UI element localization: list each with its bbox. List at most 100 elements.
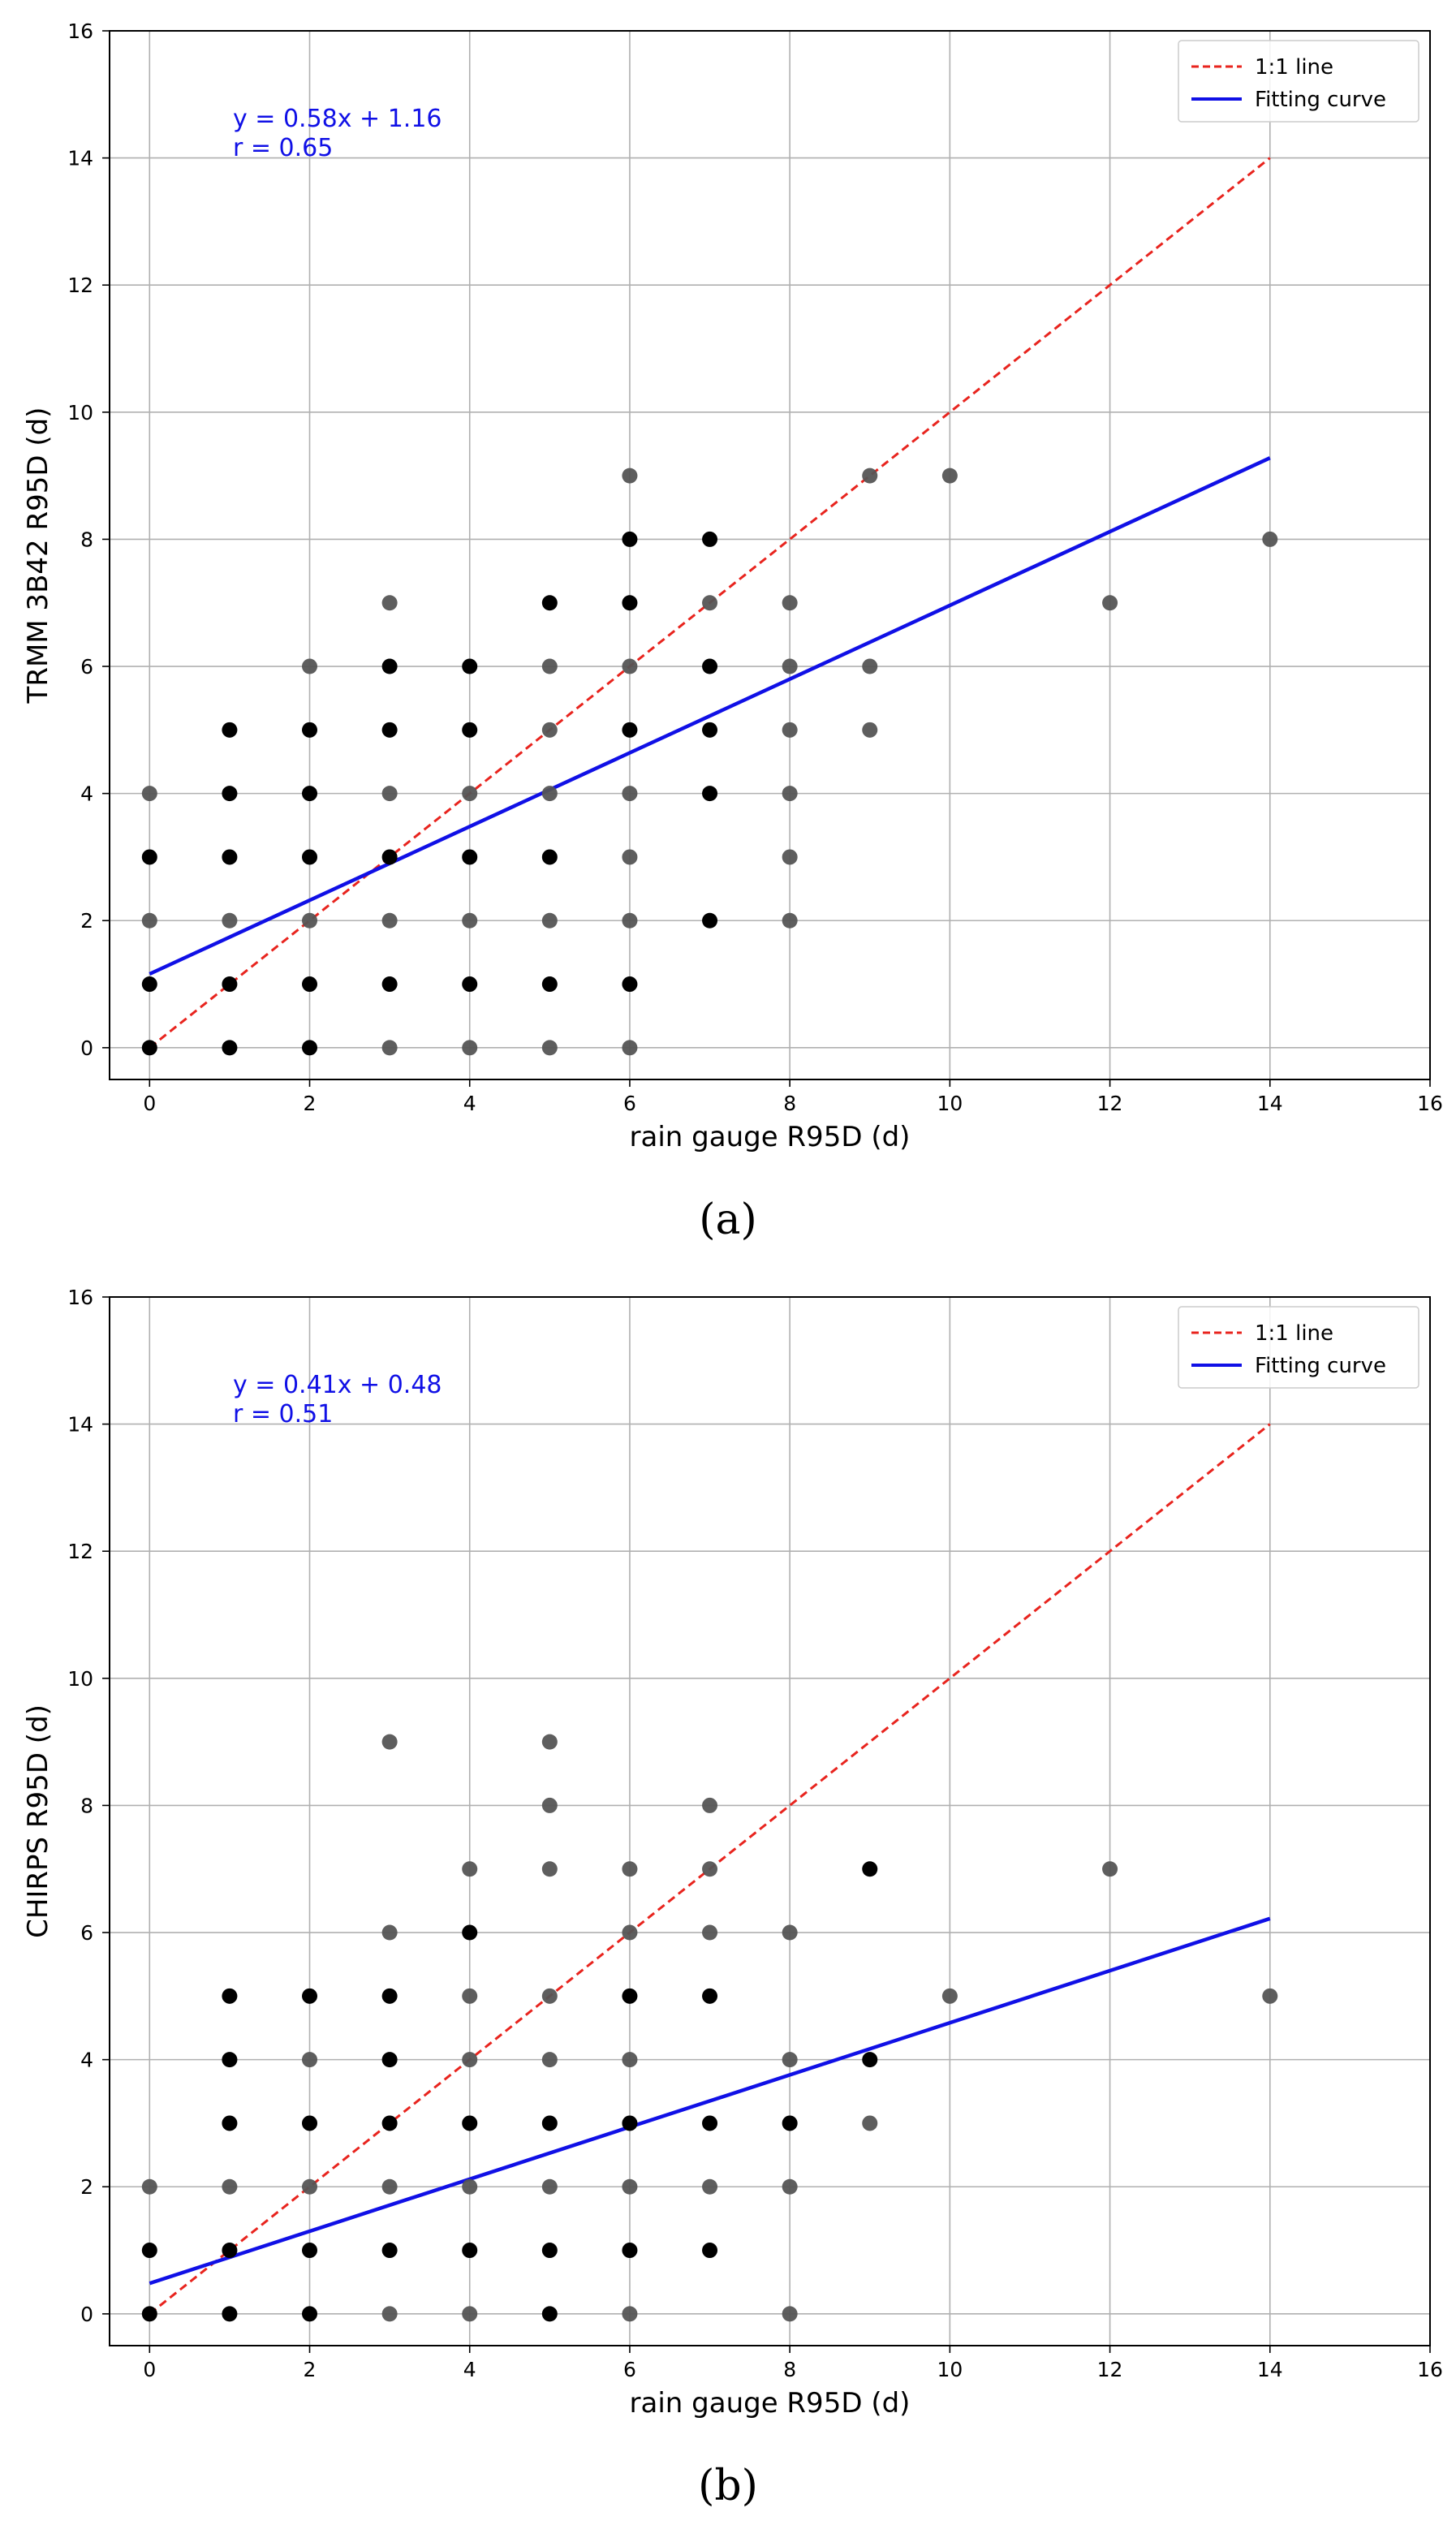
chart-b-data-point <box>222 2306 238 2322</box>
chart-a-data-point <box>1262 531 1278 547</box>
chart-a-data-point <box>622 1040 638 1056</box>
chart-b-data-point <box>622 1924 638 1941</box>
chart-b-legend-fit-label: Fitting curve <box>1255 1354 1386 1378</box>
chart-a-data-point <box>941 468 958 484</box>
chart-a-data-point <box>381 849 398 865</box>
chart-a-y-axis-label: TRMM 3B42 R95D (d) <box>22 407 54 705</box>
chart-a-data-point <box>222 976 238 993</box>
chart-b-legend-identity-label: 1:1 line <box>1255 1321 1333 1346</box>
chart-a-data-point <box>622 595 638 611</box>
chart-a-data-point <box>622 849 638 865</box>
chart-b-data-point <box>302 2306 318 2322</box>
chart-a-y-tick-label: 0 <box>80 1036 93 1060</box>
chart-a-data-point <box>862 468 878 484</box>
chart-b-x-tick-label: 16 <box>1417 2358 1443 2381</box>
chart-b-fitting-curve <box>149 1916 1271 2286</box>
chart-a-data-point <box>541 976 558 993</box>
chart-b-data-point <box>462 2243 478 2259</box>
chart-a: 0 2 4 6 8 10 12 14 16 0 2 4 6 8 10 12 14 16 rain gauge R… <box>22 19 1443 1244</box>
chart-a-data-point <box>302 849 318 865</box>
chart-b-data-point <box>1102 1861 1118 1877</box>
chart-a-x-ticks: 0 2 4 6 8 10 12 14 16 <box>143 1079 1443 1115</box>
chart-a-data-point <box>702 912 718 929</box>
chart-b-data-point <box>782 2306 798 2322</box>
chart-a-data-point <box>381 1040 398 1056</box>
chart-a-data-point <box>782 786 798 802</box>
chart-a-equation: y = 0.58x + 1.16 <box>233 105 442 133</box>
chart-b-equation: y = 0.41x + 0.48 <box>233 1371 442 1399</box>
chart-b-data-point <box>462 2115 478 2131</box>
chart-b-data-point <box>702 1924 718 1941</box>
chart-b-data-point <box>462 2306 478 2322</box>
chart-a-data-point <box>302 658 318 674</box>
chart-b-data-point <box>541 2243 558 2259</box>
chart-b-panel-label: (b) <box>698 2462 758 2510</box>
chart-a-data-point <box>302 722 318 738</box>
chart-b-data-point <box>381 1734 398 1750</box>
chart-a-data-point <box>541 912 558 929</box>
chart-a-data-point <box>462 912 478 929</box>
chart-b: 0 2 4 6 8 10 12 14 16 0 2 4 6 8 10 12 14 16 rain gauge R… <box>22 1286 1443 2510</box>
chart-a-data-point <box>302 786 318 802</box>
chart-b-data-point <box>381 1924 398 1941</box>
chart-a-data-point <box>381 722 398 738</box>
chart-a-data-point <box>381 912 398 929</box>
chart-b-y-tick-label: 14 <box>67 1413 93 1437</box>
chart-a-data-point <box>141 976 157 993</box>
chart-b-data-point <box>622 1861 638 1877</box>
chart-a-panel-label: (a) <box>699 1196 757 1244</box>
chart-a-data-point <box>862 722 878 738</box>
chart-b-data-point <box>622 2306 638 2322</box>
chart-a-data-point <box>462 786 478 802</box>
chart-a-data-point <box>622 786 638 802</box>
chart-b-data-point <box>302 2115 318 2131</box>
chart-a-data-point <box>381 976 398 993</box>
chart-b-data-point <box>381 2306 398 2322</box>
chart-a-data-point <box>702 786 718 802</box>
chart-b-data-point <box>462 1988 478 2004</box>
chart-a-data-point <box>622 531 638 547</box>
chart-a-data-point <box>702 658 718 674</box>
chart-b-data-point <box>622 2178 638 2195</box>
chart-b-data-point <box>141 2306 157 2322</box>
chart-a-legend: 1:1 line Fitting curve <box>1178 40 1419 123</box>
chart-a-data-point <box>141 849 157 865</box>
chart-b-data-point <box>702 1988 718 2004</box>
chart-b-data-point <box>381 2178 398 2195</box>
chart-b-y-tick-label: 0 <box>80 2303 93 2326</box>
chart-b-data-point <box>862 1861 878 1877</box>
chart-b-legend: 1:1 line Fitting curve <box>1178 1306 1419 1389</box>
chart-a-y-tick-label: 8 <box>80 528 93 551</box>
chart-b-data-point <box>1262 1988 1278 2004</box>
chart-b-y-ticks: 0 2 4 6 8 10 12 14 16 <box>67 1286 110 2326</box>
chart-a-y-tick-label: 4 <box>80 782 93 806</box>
chart-a-data-point <box>141 1040 157 1056</box>
chart-b-data-point <box>702 2115 718 2131</box>
chart-a-data-point <box>622 976 638 993</box>
chart-b-data-point <box>381 2115 398 2131</box>
chart-b-data-point <box>702 1797 718 1813</box>
chart-a-y-tick-label: 12 <box>67 274 93 297</box>
chart-a-x-tick-label: 4 <box>463 1092 476 1115</box>
chart-b-data-point <box>222 2243 238 2259</box>
chart-a-data-point <box>782 849 798 865</box>
chart-a-data-point <box>782 912 798 929</box>
chart-b-data-point <box>541 2178 558 2195</box>
chart-a-data-point <box>862 658 878 674</box>
chart-a-data-point <box>702 595 718 611</box>
chart-b-data-point <box>782 2052 798 2068</box>
chart-a-data-point <box>782 595 798 611</box>
chart-b-x-tick-label: 0 <box>143 2358 156 2381</box>
chart-a-data-point <box>302 976 318 993</box>
chart-a-data-point <box>541 658 558 674</box>
chart-b-data-point <box>462 1924 478 1941</box>
chart-a-data-point <box>622 658 638 674</box>
chart-b-data-point <box>782 2178 798 2195</box>
chart-a-data-point <box>462 976 478 993</box>
chart-a-data-point <box>462 849 478 865</box>
chart-a-data-point <box>462 722 478 738</box>
chart-a-y-tick-label: 10 <box>67 401 93 424</box>
chart-b-x-tick-label: 6 <box>623 2358 636 2381</box>
chart-b-data-point <box>302 2243 318 2259</box>
chart-a-data-point <box>462 1040 478 1056</box>
